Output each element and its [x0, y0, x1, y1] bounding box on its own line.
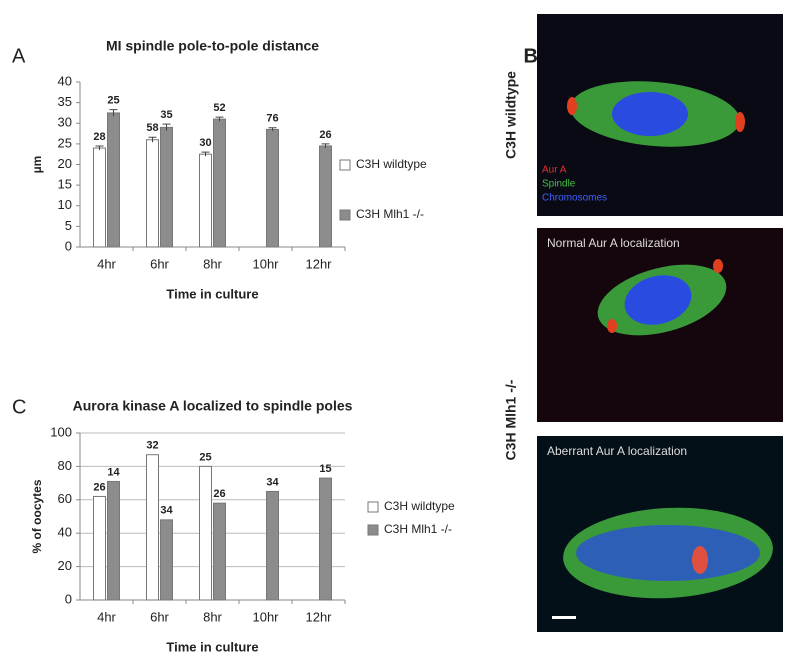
count-label: 26 [319, 129, 331, 141]
bar [199, 465, 212, 601]
x-tick-label: 4hr [97, 609, 116, 624]
x-tick-label: 10hr [252, 256, 279, 271]
y-tick-label: 35 [58, 94, 72, 109]
y-tick-label: 15 [58, 177, 72, 192]
count-label: 26 [213, 488, 225, 500]
bar [160, 126, 173, 248]
bar [213, 118, 226, 248]
legend-green: Spindle [542, 179, 576, 190]
y-tick-label: 30 [58, 115, 72, 130]
row-label: C3H wildtype [503, 71, 519, 159]
bar [107, 480, 120, 601]
panel-letter: B [524, 45, 538, 67]
error-bar [268, 127, 277, 132]
x-tick-label: 12hr [305, 256, 332, 271]
chart-title: Aurora kinase A localized to spindle pol… [73, 398, 353, 414]
count-label: 30 [199, 137, 211, 149]
y-tick-label: 80 [58, 458, 72, 473]
count-label: 15 [319, 463, 331, 475]
x-tick-label: 6hr [150, 609, 169, 624]
legend-swatch [367, 524, 379, 536]
x-tick-label: 8hr [203, 256, 222, 271]
bar [160, 519, 173, 601]
count-label: 52 [213, 102, 225, 114]
error-bar [109, 109, 118, 117]
x-axis-label: Time in culture [166, 639, 258, 654]
y-tick-label: 10 [58, 197, 72, 212]
error-bar [215, 116, 224, 122]
image-normal [537, 228, 783, 422]
image-aberrant [537, 436, 783, 632]
legend-red: Aur A [542, 165, 567, 176]
bar [319, 477, 332, 601]
x-axis-label: Time in culture [166, 286, 258, 301]
error-bar [95, 145, 104, 151]
bar [199, 153, 212, 248]
legend-swatch [339, 209, 351, 221]
y-axis-label: µm [30, 156, 44, 174]
y-tick-label: 0 [65, 238, 72, 253]
count-label: 34 [160, 505, 173, 517]
legend-label: C3H Mlh1 -/- [384, 522, 452, 536]
legend-label: C3H wildtype [356, 157, 427, 171]
x-tick-label: 4hr [97, 256, 116, 271]
count-label: 25 [199, 451, 211, 463]
bar [93, 147, 106, 248]
y-tick-label: 0 [65, 591, 72, 606]
y-tick-label: 20 [58, 156, 72, 171]
image-wildtype [537, 14, 783, 216]
x-tick-label: 8hr [203, 609, 222, 624]
x-tick-label: 6hr [150, 256, 169, 271]
count-label: 76 [266, 113, 278, 125]
x-tick-label: 10hr [252, 609, 279, 624]
y-tick-label: 25 [58, 135, 72, 150]
error-bar [321, 143, 330, 148]
y-tick-label: 100 [50, 424, 72, 439]
bar [319, 145, 332, 248]
count-label: 14 [107, 466, 120, 478]
bar [266, 128, 279, 248]
y-tick-label: 5 [65, 218, 72, 233]
count-label: 34 [266, 476, 279, 488]
y-tick-label: 40 [58, 525, 72, 540]
bar [107, 112, 120, 248]
count-label: 26 [93, 481, 105, 493]
image-caption: Normal Aur A localization [547, 236, 680, 250]
y-tick-label: 40 [58, 73, 72, 88]
count-label: 58 [146, 122, 158, 134]
error-bar [162, 123, 171, 131]
x-tick-label: 12hr [305, 609, 332, 624]
panel-letter: A [12, 45, 26, 67]
count-label: 32 [146, 440, 158, 452]
y-tick-label: 20 [58, 558, 72, 573]
row-label: C3H Mlh1 -/- [503, 379, 519, 460]
panel-letter: C [12, 396, 26, 418]
bar [213, 502, 226, 601]
y-tick-label: 60 [58, 491, 72, 506]
image-caption: Aberrant Aur A localization [547, 444, 687, 458]
legend-swatch [367, 501, 379, 513]
y-axis-label: % of oocytes [30, 479, 44, 553]
legend-label: C3H wildtype [384, 499, 455, 513]
error-bar [148, 136, 157, 143]
bar [266, 490, 279, 601]
error-bar [201, 151, 210, 157]
bar [146, 454, 159, 601]
count-label: 35 [160, 109, 172, 121]
chart-title: MI spindle pole-to-pole distance [106, 38, 319, 54]
bar [93, 495, 106, 601]
legend-label: C3H Mlh1 -/- [356, 207, 424, 221]
count-label: 25 [107, 95, 119, 107]
legend-blue: Chromosomes [542, 193, 607, 204]
count-label: 28 [93, 131, 105, 143]
bar [146, 139, 159, 248]
legend-swatch [339, 159, 351, 171]
